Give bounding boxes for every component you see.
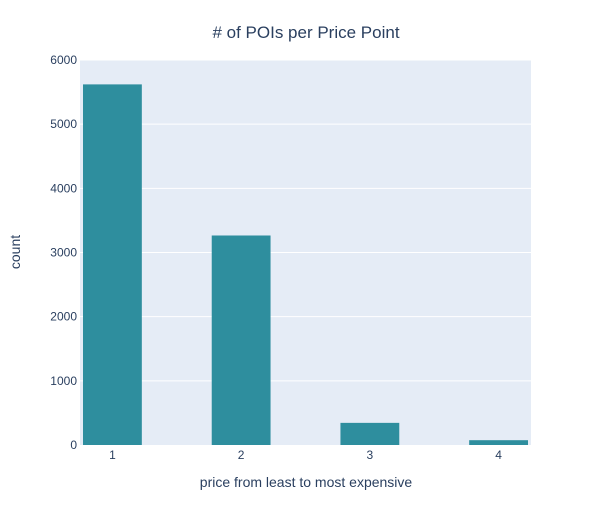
x-tick-label: 2: [238, 448, 245, 462]
x-tick-labels: 1 2 3 4: [109, 448, 502, 462]
y-tick-label: 2000: [50, 310, 77, 324]
x-axis-title: price from least to most expensive: [200, 474, 413, 490]
bar-2[interactable]: [211, 235, 271, 445]
y-tick-label: 4000: [50, 181, 77, 195]
gridlines: [80, 59, 531, 382]
y-tick-label: 6000: [50, 53, 77, 67]
x-tick-label: 1: [109, 448, 116, 462]
y-tick-label: 5000: [50, 117, 77, 131]
x-tick-label: 3: [367, 448, 374, 462]
bar-3[interactable]: [340, 422, 400, 445]
chart-title: # of POIs per Price Point: [212, 23, 399, 42]
y-tick-label: 1000: [50, 374, 77, 388]
bars: [83, 84, 528, 445]
bar-1[interactable]: [83, 84, 142, 445]
x-tick-label: 4: [495, 448, 502, 462]
y-axis-title: count: [7, 235, 23, 269]
y-tick-labels: 0 1000 2000 3000 4000 5000 6000: [50, 53, 77, 452]
y-tick-label: 0: [70, 438, 77, 452]
y-tick-label: 3000: [50, 246, 77, 260]
bar-4[interactable]: [469, 440, 528, 445]
